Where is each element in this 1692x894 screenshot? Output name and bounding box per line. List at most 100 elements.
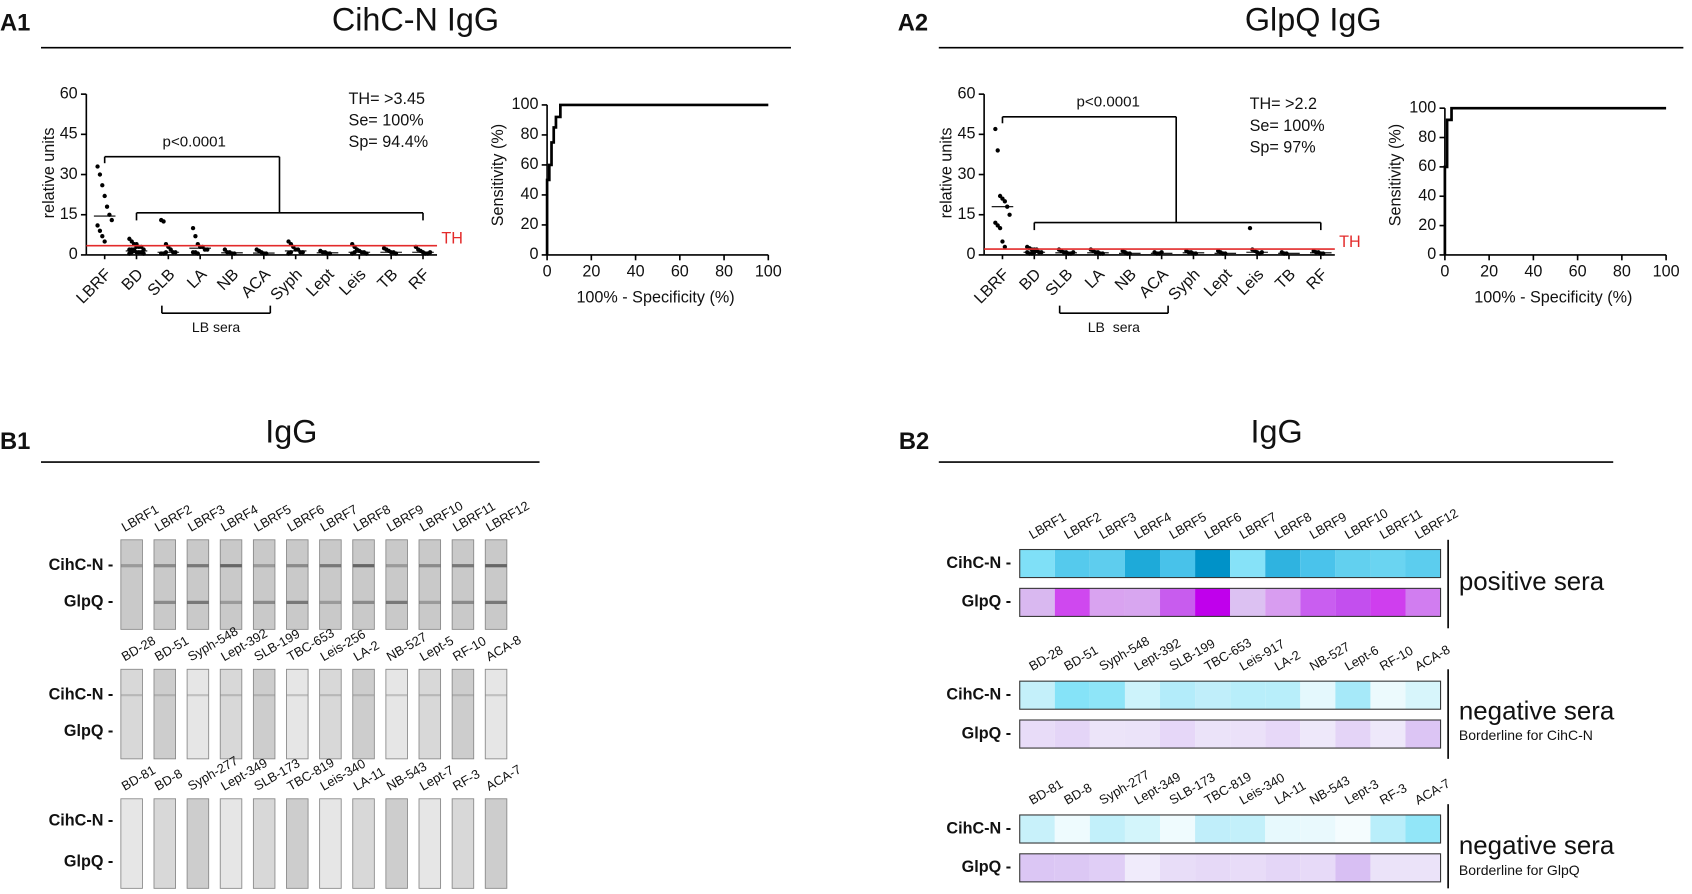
blot-band bbox=[286, 564, 309, 568]
heatmap-cell bbox=[1335, 853, 1371, 882]
y-tick-label: 60 bbox=[957, 84, 975, 102]
sample-label: RF-3 bbox=[1377, 780, 1409, 807]
y-tick-label: 80 bbox=[1418, 128, 1436, 146]
blot-strip bbox=[319, 668, 342, 760]
blot-strip bbox=[219, 539, 243, 630]
heatmap-cell bbox=[1160, 814, 1196, 844]
x-tick-label: Leis bbox=[336, 265, 370, 299]
blot-strip bbox=[252, 539, 276, 630]
blot-band bbox=[153, 694, 176, 697]
x-tick-label: 80 bbox=[1613, 262, 1631, 280]
heatmap-cell bbox=[1265, 681, 1301, 710]
sample-label: BD-81 bbox=[119, 762, 158, 793]
sample-label: LBRF2 bbox=[1061, 509, 1103, 542]
data-point bbox=[1100, 251, 1105, 256]
y-tick-label: 0 bbox=[529, 245, 538, 263]
blot-band bbox=[352, 694, 375, 697]
x-tick-label: ACA bbox=[1136, 265, 1172, 301]
heatmap-cell bbox=[1054, 588, 1090, 617]
heatmap-cell bbox=[1230, 720, 1266, 749]
heatmap-cell bbox=[1054, 853, 1090, 882]
blot-band bbox=[253, 694, 275, 697]
blot-strip bbox=[186, 798, 210, 889]
x-tick-label: BD bbox=[118, 265, 147, 294]
sample-label: BD-28 bbox=[1026, 642, 1065, 673]
blot-strip bbox=[385, 539, 408, 630]
heatmap-cell bbox=[1195, 588, 1231, 617]
data-point bbox=[1002, 244, 1007, 250]
blot-strip bbox=[186, 668, 210, 760]
data-point bbox=[102, 193, 107, 199]
data-point bbox=[993, 126, 998, 132]
blot-strip bbox=[352, 539, 375, 630]
x-tick-label: 0 bbox=[543, 262, 552, 280]
blot-strip bbox=[451, 668, 475, 760]
blot-band bbox=[385, 564, 408, 568]
blot-band bbox=[485, 600, 507, 605]
x-tick-label: LBRF bbox=[971, 265, 1013, 307]
blot-strip bbox=[451, 798, 475, 889]
blot-band bbox=[485, 694, 507, 697]
x-tick-label: 0 bbox=[1440, 262, 1449, 280]
heatmap-cell bbox=[1124, 681, 1161, 710]
y-tick-label: 0 bbox=[69, 245, 78, 263]
x-axis-label: 100% - Specificity (%) bbox=[1474, 288, 1632, 306]
x-tick-label: Leis bbox=[1234, 265, 1268, 299]
row-label: CihC-N - bbox=[49, 685, 114, 703]
heatmap-cell bbox=[1300, 681, 1336, 710]
roc-curve bbox=[1443, 106, 1667, 255]
heatmap-cell bbox=[1405, 853, 1441, 882]
x-tick-label: 100 bbox=[1653, 262, 1680, 280]
data-point bbox=[327, 251, 333, 256]
heatmap-border bbox=[1019, 680, 1442, 710]
x-tick-label: 80 bbox=[715, 262, 733, 280]
y-tick-label: 20 bbox=[520, 215, 538, 233]
heatmap-cell bbox=[1124, 853, 1161, 882]
sample-label: LBRF5 bbox=[1167, 509, 1209, 542]
y-tick-label: 20 bbox=[1418, 216, 1436, 234]
stat-text: Se= 100% bbox=[349, 111, 424, 129]
heatmap-cell bbox=[1265, 720, 1301, 749]
heatmap-cell bbox=[1089, 549, 1125, 578]
x-tick-label: SLB bbox=[144, 265, 178, 299]
sample-label: LBRF8 bbox=[351, 501, 393, 534]
heatmap-cell bbox=[1335, 549, 1371, 578]
row-label: GlpQ - bbox=[962, 858, 1011, 876]
heatmap-cell bbox=[1300, 853, 1336, 882]
heatmap-cell bbox=[1300, 588, 1336, 617]
sample-label: LBRF2 bbox=[152, 501, 194, 534]
sample-label: LBRF3 bbox=[185, 501, 227, 534]
sample-label: BD-8 bbox=[1061, 780, 1094, 808]
data-point bbox=[141, 251, 146, 256]
blot-strip bbox=[153, 539, 176, 630]
row-label: CihC-N - bbox=[946, 685, 1011, 703]
blot-strip bbox=[219, 668, 243, 760]
x-tick-label: ACA bbox=[238, 265, 274, 301]
heatmap-cell bbox=[1405, 588, 1441, 617]
heatmap-cell bbox=[1089, 814, 1125, 844]
heatmap-cell bbox=[1405, 720, 1441, 749]
blot-strip bbox=[451, 539, 475, 630]
blot-band bbox=[220, 600, 242, 605]
side-label: negative sera bbox=[1459, 697, 1615, 725]
row-label: CihC-N - bbox=[49, 812, 114, 830]
stat-text: Sp= 97% bbox=[1250, 138, 1316, 156]
side-note: Borderline for GlpQ bbox=[1459, 862, 1580, 878]
blot-strip bbox=[120, 668, 143, 760]
blot-strip bbox=[120, 539, 143, 630]
blot-band bbox=[286, 694, 309, 697]
data-point bbox=[995, 148, 1000, 153]
blot-band bbox=[319, 694, 342, 697]
panel-title: CihC-N IgG bbox=[332, 1, 499, 37]
sample-label: LBRF5 bbox=[251, 501, 293, 534]
threshold-label: TH bbox=[441, 229, 463, 247]
stat-text: Sp= 94.4% bbox=[349, 133, 429, 151]
heatmap-cell bbox=[1370, 549, 1406, 578]
blot-band bbox=[452, 564, 474, 568]
y-tick-label: 30 bbox=[60, 165, 78, 183]
y-tick-label: 15 bbox=[60, 205, 78, 223]
panel-title: GlpQ IgG bbox=[1245, 1, 1382, 37]
x-tick-label: Lept bbox=[303, 265, 338, 300]
blot-band bbox=[220, 694, 242, 697]
